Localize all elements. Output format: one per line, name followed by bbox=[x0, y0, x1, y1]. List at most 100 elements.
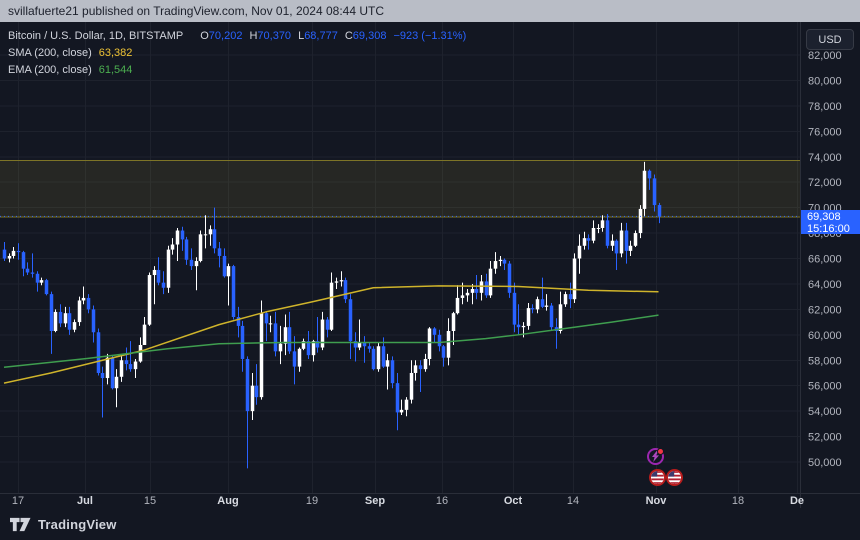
candle bbox=[44, 280, 49, 295]
price-tick-label[interactable]: 62,000 bbox=[808, 304, 842, 316]
candle bbox=[166, 249, 171, 288]
candle bbox=[526, 308, 531, 326]
candle bbox=[138, 344, 143, 362]
price-tick-label[interactable]: 64,000 bbox=[808, 279, 842, 291]
candle bbox=[390, 360, 395, 384]
crypto-event-lightning-icon[interactable] bbox=[647, 448, 664, 465]
price-tick-label[interactable]: 74,000 bbox=[808, 152, 842, 164]
candle bbox=[194, 261, 199, 267]
candle bbox=[628, 245, 633, 251]
candle bbox=[273, 323, 278, 352]
candle bbox=[657, 205, 662, 217]
candle bbox=[642, 170, 647, 209]
candle bbox=[479, 281, 484, 293]
candle bbox=[502, 259, 507, 264]
chart-legend: Bitcoin / U.S. Dollar, 1D, BITSTAMP O70,2… bbox=[8, 28, 466, 79]
candle bbox=[236, 317, 241, 326]
candle bbox=[614, 240, 619, 254]
candle bbox=[264, 313, 269, 324]
time-tick-label[interactable]: 19 bbox=[306, 495, 318, 507]
candle bbox=[605, 220, 610, 246]
candle bbox=[278, 343, 283, 352]
us-economic-event-flag-icon[interactable] bbox=[649, 469, 666, 486]
time-tick-label[interactable]: Sep bbox=[365, 495, 385, 507]
ema-indicator-row[interactable]: EMA (200, close) 61,544 bbox=[8, 62, 466, 79]
price-tick-label[interactable]: 76,000 bbox=[808, 126, 842, 138]
candle bbox=[488, 268, 493, 296]
price-tick-label[interactable]: 52,000 bbox=[808, 432, 842, 444]
sma-line[interactable] bbox=[3, 285, 659, 384]
sma-indicator-row[interactable]: SMA (200, close) 63,382 bbox=[8, 45, 466, 62]
candle bbox=[558, 304, 563, 331]
candle bbox=[572, 258, 577, 300]
candle bbox=[91, 309, 96, 333]
price-tick-label[interactable]: 80,000 bbox=[808, 75, 842, 87]
candle bbox=[367, 346, 372, 349]
candle bbox=[311, 341, 316, 356]
ohlc-close: C69,308 bbox=[344, 30, 387, 42]
attribution-bar: svillafuerte21 published on TradingView.… bbox=[0, 0, 860, 22]
candle bbox=[128, 364, 133, 370]
candle bbox=[231, 266, 236, 318]
time-tick-label[interactable]: Aug bbox=[217, 495, 238, 507]
time-tick-label[interactable]: 16 bbox=[436, 495, 448, 507]
ema-line[interactable] bbox=[3, 314, 659, 368]
supply-zone[interactable] bbox=[0, 160, 800, 218]
time-tick-label[interactable]: De bbox=[790, 495, 804, 507]
time-tick-label[interactable]: Nov bbox=[646, 495, 668, 507]
candle bbox=[287, 327, 292, 352]
candle bbox=[470, 289, 475, 293]
candle bbox=[329, 282, 334, 330]
sma-value: 63,382 bbox=[98, 47, 133, 59]
candle bbox=[180, 230, 185, 240]
tradingview-logo-icon[interactable] bbox=[10, 517, 31, 532]
symbol-title[interactable]: Bitcoin / U.S. Dollar, 1D, BITSTAMP bbox=[8, 30, 184, 42]
price-tick-label[interactable]: 58,000 bbox=[808, 355, 842, 367]
candle bbox=[521, 325, 526, 328]
time-tick-label[interactable]: Oct bbox=[504, 495, 523, 507]
candle bbox=[39, 280, 44, 283]
price-tick-label[interactable]: 82,000 bbox=[808, 50, 842, 62]
candle bbox=[638, 208, 643, 234]
time-tick-label[interactable]: Jul bbox=[77, 495, 93, 507]
candle bbox=[212, 229, 217, 249]
candle bbox=[2, 249, 7, 259]
price-tick-label[interactable]: 60,000 bbox=[808, 330, 842, 342]
candle bbox=[283, 327, 288, 344]
candle bbox=[21, 252, 26, 269]
footer-bar: TradingView bbox=[0, 509, 860, 540]
time-tick-label[interactable]: 17 bbox=[12, 495, 24, 507]
candle bbox=[133, 361, 138, 370]
price-tick-label[interactable]: 50,000 bbox=[808, 457, 842, 469]
time-tick-label[interactable]: 18 bbox=[732, 495, 744, 507]
candle bbox=[53, 311, 58, 331]
candle bbox=[114, 376, 119, 389]
price-tick-label[interactable]: 54,000 bbox=[808, 406, 842, 418]
candle bbox=[35, 273, 40, 283]
candle bbox=[222, 255, 227, 277]
candle bbox=[142, 324, 147, 345]
lightning-bolt-glyph bbox=[652, 451, 659, 462]
candle bbox=[549, 305, 554, 328]
candle bbox=[512, 292, 517, 325]
currency-unit-button[interactable]: USD bbox=[806, 29, 854, 50]
price-tick-label[interactable]: 66,000 bbox=[808, 254, 842, 266]
candle bbox=[563, 294, 568, 305]
candle bbox=[170, 244, 175, 250]
candle bbox=[175, 230, 180, 245]
time-tick-label[interactable]: 14 bbox=[567, 495, 579, 507]
price-tick-label[interactable]: 56,000 bbox=[808, 381, 842, 393]
candle bbox=[395, 383, 400, 413]
candle bbox=[189, 259, 194, 267]
candle bbox=[100, 372, 105, 379]
time-tick-label[interactable]: 15 bbox=[144, 495, 156, 507]
candle bbox=[451, 313, 456, 331]
symbol-row: Bitcoin / U.S. Dollar, 1D, BITSTAMP O70,2… bbox=[8, 28, 466, 45]
price-tick-label[interactable]: 72,000 bbox=[808, 177, 842, 189]
tradingview-wordmark[interactable]: TradingView bbox=[38, 517, 117, 532]
candle bbox=[591, 227, 596, 241]
price-tick-label[interactable]: 78,000 bbox=[808, 101, 842, 113]
candle bbox=[268, 323, 273, 325]
us-economic-event-flag-icon[interactable] bbox=[666, 469, 683, 486]
